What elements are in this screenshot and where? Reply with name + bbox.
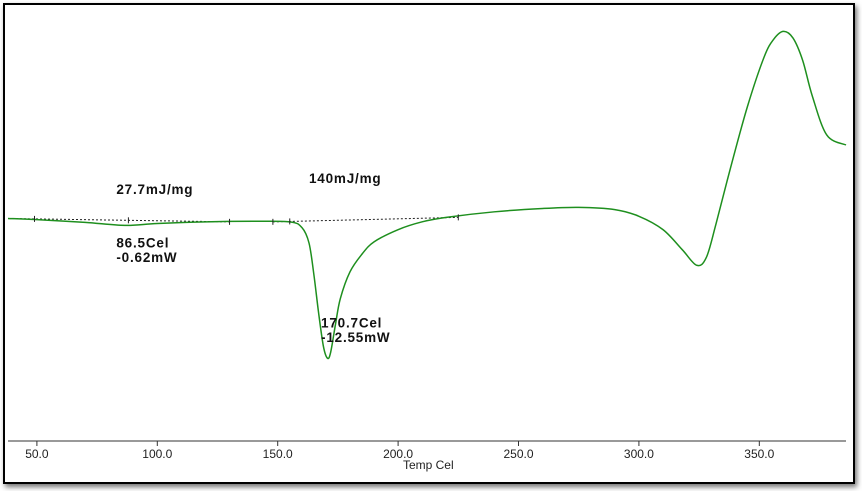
baseline-line xyxy=(272,216,459,223)
baseline-markers xyxy=(33,214,459,225)
annotations: 27.7mJ/mg 140mJ/mg 86.5Cel-0.62mW 170.7Cel-… xyxy=(116,171,390,345)
x-tick-label: 150.0 xyxy=(263,447,293,461)
x-axis xyxy=(8,440,846,446)
x-tick-label: 50.0 xyxy=(25,447,49,461)
peak-annotation: 170.7Cel xyxy=(321,316,382,331)
x-tick-label: 350.0 xyxy=(744,447,774,461)
peak-annotation: -12.55mW xyxy=(321,330,390,345)
baselines xyxy=(7,216,459,223)
x-tick-labels: 50.0 100.0 150.0 200.0 250.0 300.0 350.0 xyxy=(25,447,774,461)
x-tick-label: 250.0 xyxy=(503,447,533,461)
peak-annotation: 27.7mJ/mg xyxy=(116,182,193,197)
peak-annotation: 86.5Cel xyxy=(116,235,169,250)
peak-annotation: 140mJ/mg xyxy=(309,171,381,186)
baseline-line xyxy=(7,217,230,223)
x-tick-label: 100.0 xyxy=(142,447,172,461)
x-tick-label: 300.0 xyxy=(624,447,654,461)
peak-annotation: -0.62mW xyxy=(116,250,177,265)
chart-frame xyxy=(3,3,855,484)
x-axis-label: Temp Cel xyxy=(403,458,454,472)
x-tick-label: 200.0 xyxy=(383,447,413,461)
